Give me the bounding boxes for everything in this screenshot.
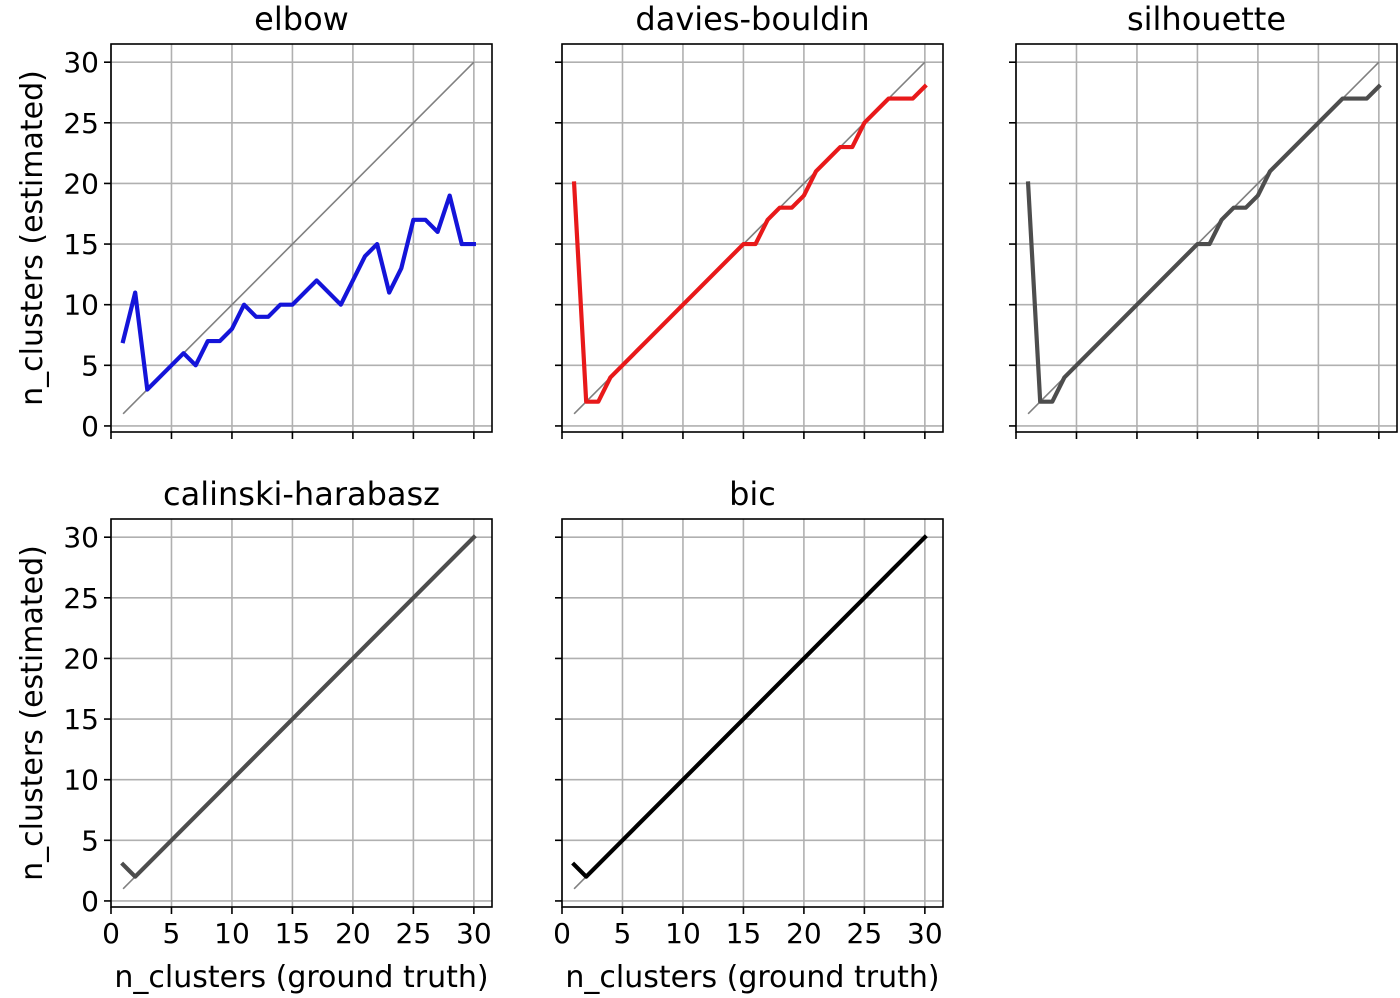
- y-tick-label: 5: [81, 824, 99, 857]
- axes-frame: [110, 43, 493, 433]
- series-line: [571, 83, 928, 404]
- x-tick-label: 20: [335, 917, 371, 950]
- y-tick-label: 25: [63, 107, 99, 140]
- x-tick-label: 0: [102, 917, 120, 950]
- x-tick-label: 10: [665, 917, 701, 950]
- x-axis-label: n_clusters (ground truth): [114, 960, 488, 995]
- y-tick-label: 20: [63, 167, 99, 200]
- series-line: [1025, 83, 1382, 404]
- x-tick-label: 25: [396, 917, 432, 950]
- y-tick-label: 15: [63, 228, 99, 261]
- x-tick-label: 20: [786, 917, 822, 950]
- y-tick-label: 15: [63, 703, 99, 736]
- y-tick-label: 0: [81, 885, 99, 918]
- x-axis-label: n_clusters (ground truth): [565, 960, 939, 995]
- y-tick-label: 25: [63, 582, 99, 615]
- y-tick-label: 10: [63, 289, 99, 322]
- x-tick-label: 5: [163, 917, 181, 950]
- axes-frame: [561, 43, 944, 433]
- subplot-2: davies-bouldin: [555, 0, 944, 439]
- y-tick-label: 5: [81, 349, 99, 382]
- y-tick-label: 30: [63, 521, 99, 554]
- x-tick-label: 0: [553, 917, 571, 950]
- x-tick-label: 15: [275, 917, 311, 950]
- x-tick-label: 15: [726, 917, 762, 950]
- x-tick-label: 5: [614, 917, 632, 950]
- y-tick-label: 10: [63, 764, 99, 797]
- x-tick-label: 25: [847, 917, 883, 950]
- y-tick-label: 30: [63, 46, 99, 79]
- y-tick-label: 0: [81, 410, 99, 443]
- series-line: [120, 193, 476, 392]
- x-tick-label: 30: [456, 917, 492, 950]
- subplot-title: elbow: [254, 0, 349, 38]
- subplot-title: davies-bouldin: [635, 0, 869, 38]
- subplot-1: 0 5 10 15 20 25 30 elbow n_clusters (estimated): [15, 0, 493, 443]
- axes-frame: [1015, 43, 1398, 433]
- axes-frame: [561, 518, 944, 908]
- subplot-title: calinski-harabasz: [163, 475, 440, 513]
- subplot-title: silhouette: [1127, 0, 1286, 38]
- axes-frame: [110, 518, 493, 908]
- x-tick-label: 10: [214, 917, 250, 950]
- subplot-5: 0 5 10 15 20 25 30 bic n_clusters (ground truth): [553, 475, 944, 995]
- subplot-3: silhouette: [1009, 0, 1398, 439]
- subplot-title: bic: [729, 475, 776, 513]
- subplot-4: 0 5 10 15 20 25 30 0 5 10 15 20 25 30 calinski-harabas…: [15, 475, 493, 995]
- series-line: [571, 534, 928, 879]
- y-axis-label: n_clusters (estimated): [15, 545, 50, 881]
- y-axis-label: n_clusters (estimated): [15, 70, 50, 406]
- series-line: [120, 534, 477, 879]
- y-tick-label: 20: [63, 642, 99, 675]
- x-tick-label: 30: [907, 917, 943, 950]
